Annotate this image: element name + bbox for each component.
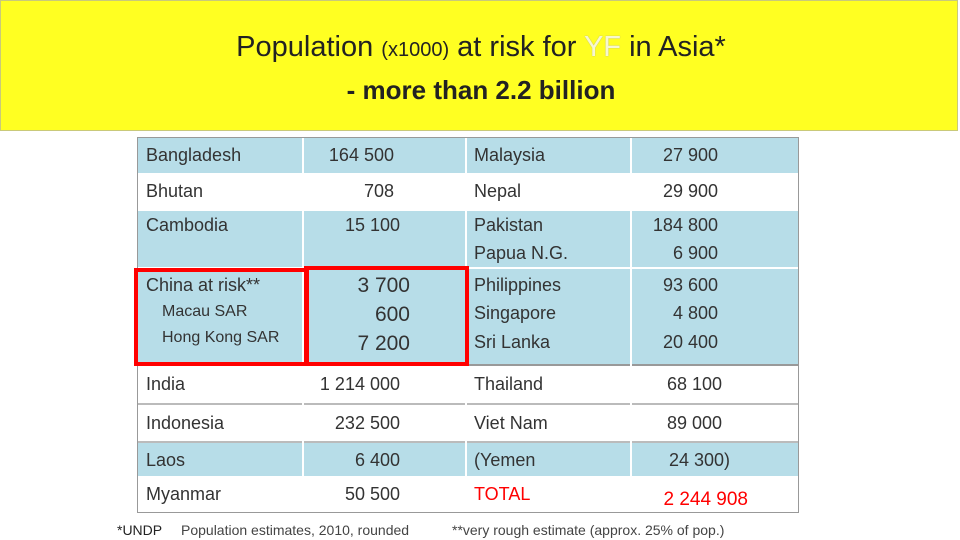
country-value: 20 400: [662, 332, 718, 352]
title-suffix: in Asia*: [629, 31, 726, 63]
table-row: [138, 211, 798, 267]
country-value: 15 100: [344, 215, 400, 235]
table-row: [138, 443, 798, 476]
country-value: 232 500: [334, 413, 400, 433]
table-row: [138, 366, 798, 403]
title: Population (x1000) at risk for YF in Asi…: [1, 31, 960, 64]
title-band: Population (x1000) at risk for YF in Asi…: [0, 0, 958, 131]
table-row: [138, 478, 798, 512]
country-name: Bangladesh: [146, 145, 242, 165]
column-divider: [302, 138, 304, 512]
country-name: Malaysia: [474, 145, 546, 165]
country-name: Pakistan: [474, 215, 544, 235]
country-value: 708: [363, 181, 394, 201]
title-middle: at risk for: [457, 31, 577, 63]
country-name: Philippines: [474, 275, 562, 295]
country-value: 6 900: [672, 243, 718, 263]
table-row: [138, 405, 798, 441]
country-name: Laos: [146, 450, 186, 470]
subtitle: - more than 2.2 billion: [346, 75, 616, 105]
country-name: Sri Lanka: [474, 332, 551, 352]
row-divider: [138, 441, 798, 443]
footnote-estimate: Population estimates, 2010, rounded: [181, 522, 410, 538]
country-name: Hong Kong SAR: [162, 329, 280, 346]
country-name: Thailand: [474, 374, 544, 394]
china-values-highlight-box: [304, 266, 469, 366]
total-value: 2 244 908: [663, 489, 748, 510]
country-name: Papua N.G.: [474, 243, 569, 263]
country-value: 4 800: [672, 303, 718, 323]
country-value: 50 500: [344, 484, 400, 504]
country-name: India: [146, 374, 186, 394]
country-name: Singapore: [474, 303, 557, 323]
country-name: Nepal: [474, 181, 522, 201]
country-value: 1 214 000: [319, 374, 400, 394]
country-value: 184 800: [652, 215, 718, 235]
country-value: 29 900: [662, 181, 718, 201]
country-name: Myanmar: [146, 484, 222, 504]
population-table: Bangladesh 164 500 Malaysia 27 900 Bhuta…: [137, 137, 799, 513]
china-highlight-box: [134, 268, 309, 366]
country-name: Indonesia: [146, 413, 225, 433]
country-value: 6 400: [354, 450, 400, 470]
country-value: 600: [374, 303, 410, 326]
total-label: TOTAL: [474, 484, 531, 504]
country-value: 3 700: [357, 274, 410, 297]
column-divider: [630, 138, 632, 512]
country-value: 27 900: [662, 145, 718, 165]
country-value: 93 600: [662, 275, 718, 295]
title-unit: (x1000): [381, 39, 450, 61]
title-yf: YF: [583, 31, 622, 63]
country-name: Viet Nam: [474, 413, 548, 433]
table-row: [138, 138, 798, 173]
row-divider: [138, 403, 798, 405]
country-value: 68 100: [666, 374, 722, 394]
country-name: Macau SAR: [162, 303, 248, 320]
country-name: Cambodia: [146, 215, 229, 235]
row-divider: [138, 476, 798, 478]
row-divider: [138, 209, 798, 211]
country-name: (Yemen: [474, 450, 536, 470]
table-row: [138, 175, 798, 209]
country-value: 164 500: [328, 145, 394, 165]
country-value: 7 200: [357, 332, 410, 355]
footnote-source: *UNDP: [117, 522, 163, 538]
title-prefix: Population: [236, 31, 374, 63]
country-value: 24 300): [668, 450, 730, 470]
footnote-china: **very rough estimate (approx. 25% of po…: [452, 522, 725, 538]
country-name: China at risk**: [146, 275, 261, 295]
row-divider: [138, 173, 798, 175]
country-value: 89 000: [666, 413, 722, 433]
country-name: Bhutan: [146, 181, 204, 201]
